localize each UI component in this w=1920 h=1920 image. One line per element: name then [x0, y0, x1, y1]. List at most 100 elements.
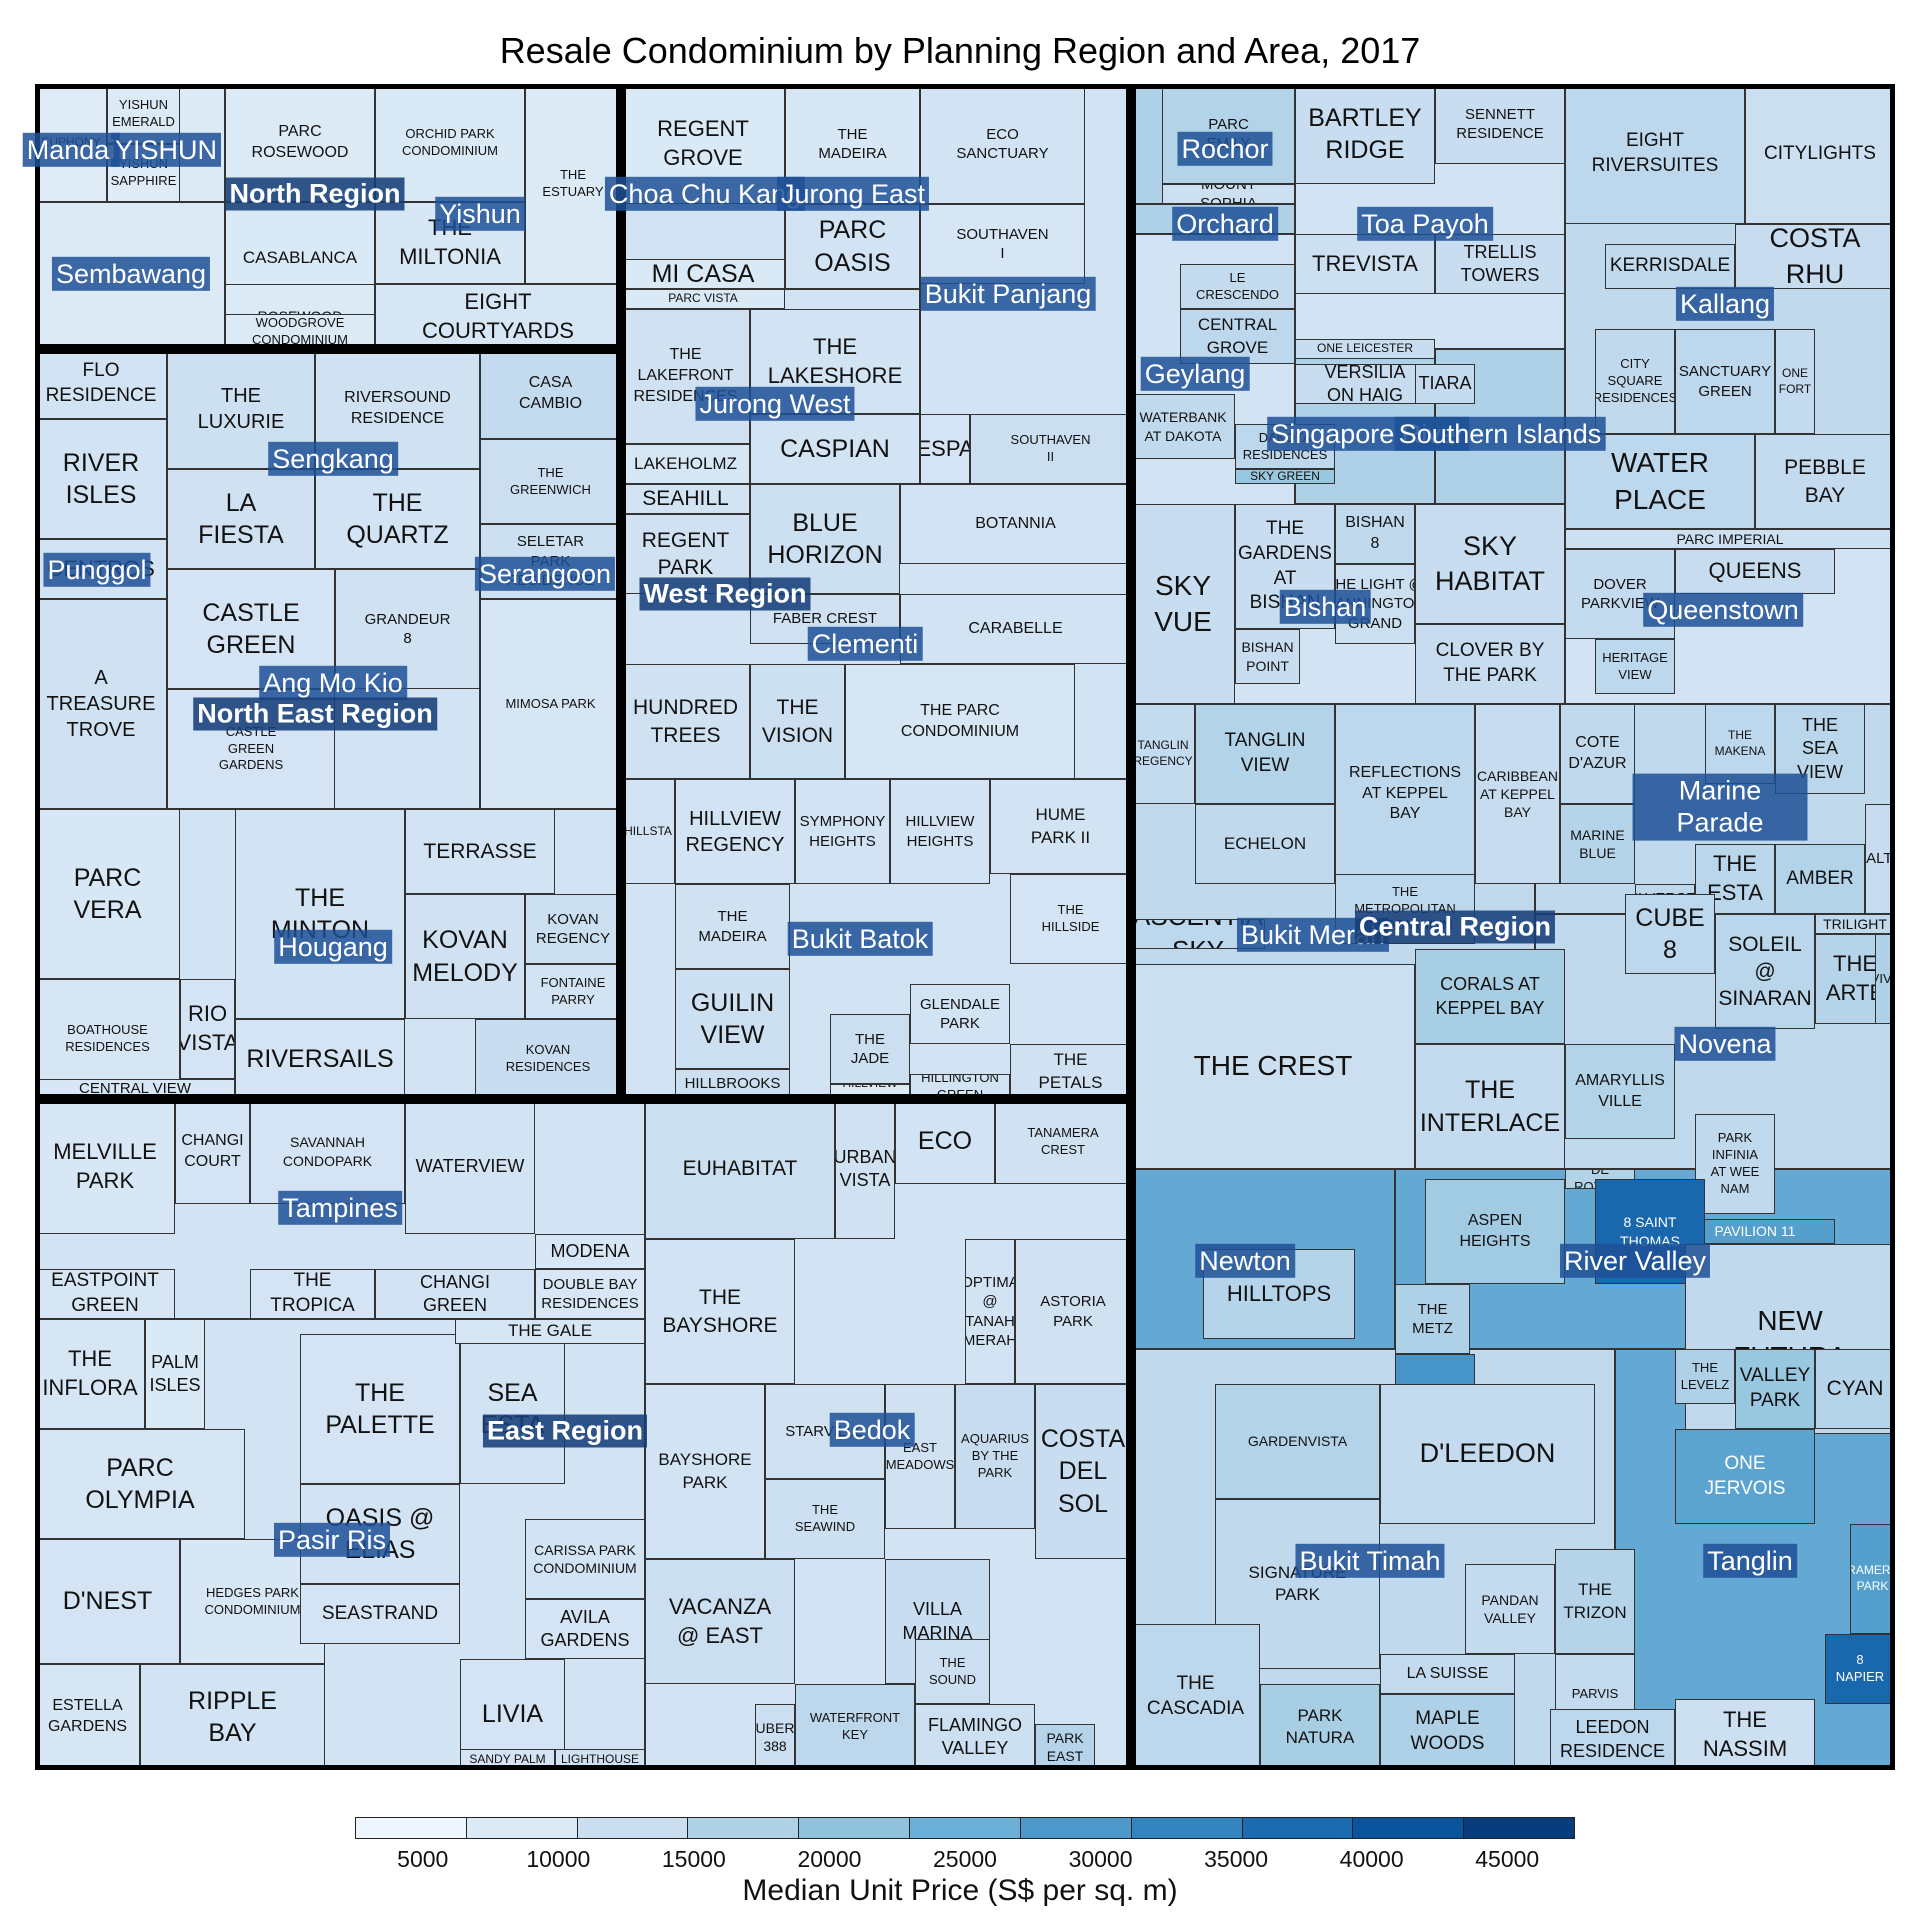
project-tile: TERRASSE	[405, 809, 555, 894]
project-tile: OPTIMA @ TANAH MERAH	[965, 1239, 1015, 1384]
treemap: EUPHONYYISHUN EMERALDYISHUN SAPPHIREPARC…	[22, 84, 1895, 1770]
project-tile: MI CASA	[621, 259, 785, 289]
project-tile: EUHABITAT	[645, 1099, 835, 1239]
project-tile: AMARYLLIS VILLE	[1565, 1044, 1675, 1139]
project-tile: SOLEIL @ SINARAN	[1715, 914, 1815, 1029]
project-tile: CHANGI GREEN	[375, 1269, 535, 1319]
project-tile: HERITAGE VIEW	[1595, 639, 1675, 694]
project-tile: THE PALETTE	[300, 1334, 460, 1484]
project-tile: LA FIESTA	[167, 469, 315, 569]
project-tile: EASTPOINT GREEN	[35, 1269, 175, 1319]
project-tile: THE TROPICA	[250, 1269, 375, 1319]
project-tile: CARIBBEAN AT KEPPEL BAY	[1475, 704, 1560, 884]
project-tile: PARC VERA	[35, 809, 180, 979]
project-tile: HUNDRED TREES	[621, 664, 750, 779]
area-label: Bukit Panjang	[920, 276, 1096, 312]
project-tile: THE GALE	[455, 1319, 645, 1344]
project-tile: LIGHTHOUSE	[555, 1749, 645, 1770]
project-tile: QUEENS	[1675, 549, 1835, 594]
project-tile: 8 NAPIER	[1825, 1634, 1895, 1704]
project-tile: SKY GREEN	[1235, 469, 1335, 484]
project-tile: ONE JERVOIS	[1675, 1429, 1815, 1524]
project-tile: CHANGI COURT	[175, 1099, 250, 1204]
project-tile: SOUTHAVEN I	[920, 204, 1085, 284]
project-tile: AQUARIUS BY THE PARK	[955, 1384, 1035, 1529]
project-tile: PARC IMPERIAL	[1565, 529, 1895, 549]
colorbar-tick-label: 20000	[797, 1846, 862, 1872]
area-label: Bukit Batok	[787, 921, 933, 957]
colorbar-tick-label: 10000	[526, 1846, 591, 1872]
project-tile: ASPEN HEIGHTS	[1425, 1179, 1565, 1284]
project-tile: AALTO	[1865, 804, 1895, 914]
colorbar-swatch	[466, 1818, 578, 1838]
project-tile: BOTANNIA	[900, 484, 1131, 564]
project-tile: CENTRAL GROVE	[1180, 309, 1295, 364]
project-tile: FONTAINE PARRY	[525, 964, 621, 1019]
project-tile: PANDAN VALLEY	[1465, 1564, 1555, 1654]
project-tile: TIARA	[1415, 364, 1475, 404]
project-tile: TREVISTA	[1295, 234, 1435, 294]
project-tile: WATERVIEW	[405, 1099, 535, 1234]
project-tile: MOUNT SOPHIA	[1162, 184, 1295, 204]
area-label: River Valley	[1559, 1243, 1711, 1279]
project-tile: GRAMERCY PARK	[1850, 1524, 1895, 1634]
area-label: Southern Islands	[1394, 416, 1606, 452]
project-tile: MODENA	[535, 1234, 645, 1269]
project-tile: WOODGROVE CONDOMINIUM	[225, 314, 375, 349]
region-label: Central Region	[1354, 910, 1556, 944]
project-tile: MAPLE WOODS	[1380, 1694, 1515, 1770]
area-label: Newton	[1195, 1243, 1295, 1279]
area-label: Sembawang	[51, 256, 211, 292]
project-tile: CARABELLE	[900, 594, 1131, 664]
project-tile: VERSILIA ON HAIG	[1295, 364, 1435, 404]
project-tile: HILLSTA	[621, 779, 675, 884]
project-tile: THE LAKEFRONT RESIDENCES	[621, 309, 750, 444]
colorbar-swatch	[799, 1818, 911, 1838]
project-tile: WATERBANK AT DAKOTA	[1131, 394, 1235, 459]
project-tile: SENNETT RESIDENCE	[1435, 84, 1565, 164]
project-tile: D'NEST	[35, 1539, 180, 1664]
project-tile: BARTLEY RIDGE	[1295, 84, 1435, 184]
area-label: Jurong West	[695, 386, 855, 422]
colorbar-swatch	[1242, 1818, 1354, 1838]
project-tile: TRELLIS TOWERS	[1435, 234, 1565, 294]
project-tile: MARINE BLUE	[1560, 804, 1635, 884]
project-tile: CORALS AT KEPPEL BAY	[1415, 949, 1565, 1044]
project-tile: SEASTRAND	[300, 1584, 460, 1644]
project-tile: LA SUISSE	[1380, 1654, 1515, 1694]
project-tile: THE CASCADIA	[1131, 1624, 1260, 1770]
region-label: North East Region	[193, 697, 437, 731]
region-label: West Region	[639, 577, 811, 611]
project-tile: GARDENVISTA	[1215, 1384, 1380, 1499]
project-tile: LE CRESCENDO	[1180, 264, 1295, 309]
project-tile: EIGHT RIVERSUITES	[1565, 84, 1745, 224]
area-label: Orchard	[1172, 206, 1278, 242]
project-tile: PALM ISLES	[145, 1319, 205, 1429]
colorbar-swatch	[577, 1818, 689, 1838]
project-tile: THE SOUND	[915, 1639, 990, 1704]
project-tile: PARK INFINIA AT WEE NAM	[1695, 1114, 1775, 1214]
project-tile: PARC OASIS	[785, 204, 920, 289]
project-tile: ESTELLA GARDENS	[35, 1664, 140, 1770]
project-tile: AVILA GARDENS	[525, 1599, 645, 1659]
project-tile: THE MAKENA	[1705, 704, 1775, 784]
project-tile: CENTRAL VIEW	[35, 1079, 235, 1099]
project-tile: RIPPLE BAY	[140, 1664, 325, 1770]
project-tile: THE QUARTZ	[315, 469, 480, 569]
project-tile: HILLVIEW REGENCY	[675, 779, 795, 884]
area-label: Toa Payoh	[1357, 206, 1493, 242]
project-tile: THE CREST	[1131, 964, 1415, 1169]
project-tile: PARC VISTA	[621, 289, 785, 309]
project-tile: SEAHILL	[621, 484, 750, 514]
area-label: Punggol	[43, 552, 151, 588]
project-tile: THE INTERLACE	[1415, 1044, 1565, 1169]
project-tile: PARC OLYMPIA	[35, 1429, 245, 1539]
project-tile: CITY SQUARE RESIDENCES	[1595, 329, 1675, 434]
colorbar-swatch	[1464, 1818, 1574, 1838]
project-tile: ECO SANCTUARY	[920, 84, 1085, 204]
project-tile: TANGLIN VIEW	[1195, 704, 1335, 804]
project-tile: EIGHT COURTYARDS	[375, 284, 621, 349]
colorbar-swatch	[688, 1818, 800, 1838]
project-tile: HILLINGTON GREEN	[910, 1074, 1010, 1099]
